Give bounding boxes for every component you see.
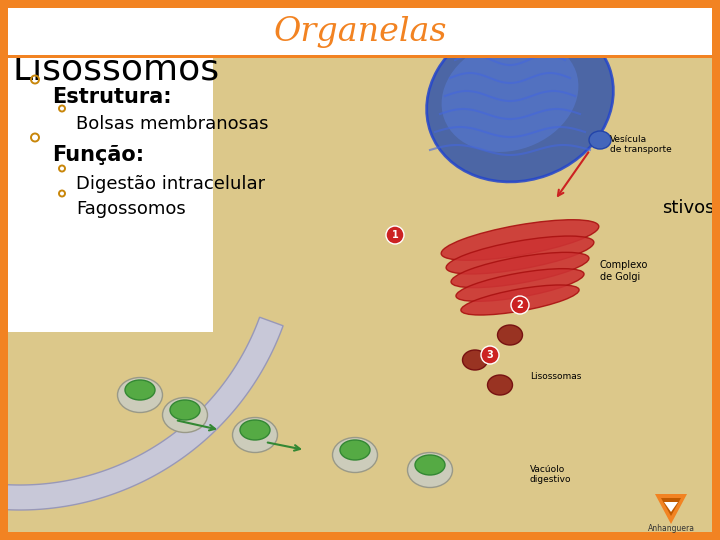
Polygon shape [0, 315, 720, 480]
Ellipse shape [233, 417, 277, 453]
Circle shape [386, 226, 404, 244]
Bar [8, 56, 183, 532]
Bar [0, 532, 720, 540]
Ellipse shape [446, 236, 594, 274]
Ellipse shape [340, 440, 370, 460]
Ellipse shape [333, 437, 377, 472]
Ellipse shape [240, 420, 270, 440]
Bar [8, 56, 213, 332]
Ellipse shape [170, 400, 200, 420]
Text: Lisossomos: Lisossomos [12, 52, 219, 86]
Bar [8, 8, 712, 56]
Ellipse shape [498, 325, 523, 345]
Ellipse shape [456, 269, 584, 301]
Text: 3: 3 [487, 350, 493, 360]
Ellipse shape [427, 18, 613, 182]
Ellipse shape [451, 252, 589, 288]
Ellipse shape [125, 380, 155, 400]
Text: Função:: Função: [52, 145, 144, 165]
Ellipse shape [415, 455, 445, 475]
Text: Anhanguera: Anhanguera [647, 524, 695, 533]
Ellipse shape [441, 38, 578, 152]
Ellipse shape [441, 220, 599, 260]
Text: Lisossomas: Lisossomas [530, 372, 581, 381]
Text: Fagossomos: Fagossomos [76, 200, 186, 218]
Ellipse shape [163, 397, 207, 433]
Bar [0, 0, 720, 8]
Ellipse shape [487, 375, 513, 395]
Polygon shape [664, 502, 678, 512]
Text: Digestão intracelular: Digestão intracelular [76, 175, 265, 193]
Bar [8, 56, 712, 532]
Ellipse shape [589, 131, 611, 149]
Bar [712, 0, 720, 540]
Text: Vesícula
de transporte: Vesícula de transporte [610, 135, 672, 154]
Polygon shape [0, 317, 283, 510]
Circle shape [511, 296, 529, 314]
Bar [8, 56, 712, 532]
Text: Organelas: Organelas [274, 16, 446, 48]
Ellipse shape [462, 350, 487, 370]
Circle shape [481, 346, 499, 364]
Text: 2: 2 [517, 300, 523, 310]
Polygon shape [655, 494, 687, 524]
Text: 1: 1 [392, 230, 398, 240]
Text: Complexo
de Golgi: Complexo de Golgi [600, 260, 649, 281]
Ellipse shape [461, 285, 579, 315]
Polygon shape [661, 498, 681, 516]
Ellipse shape [408, 453, 452, 488]
Text: Estrutura:: Estrutura: [52, 87, 171, 107]
Text: stivos: stivos [662, 199, 715, 217]
Text: Vacúolo
digestivo: Vacúolo digestivo [530, 465, 572, 484]
Bar [0, 0, 8, 540]
Ellipse shape [117, 377, 163, 413]
Text: Bolsas membranosas: Bolsas membranosas [76, 115, 269, 133]
Bar [8, 55, 712, 58]
